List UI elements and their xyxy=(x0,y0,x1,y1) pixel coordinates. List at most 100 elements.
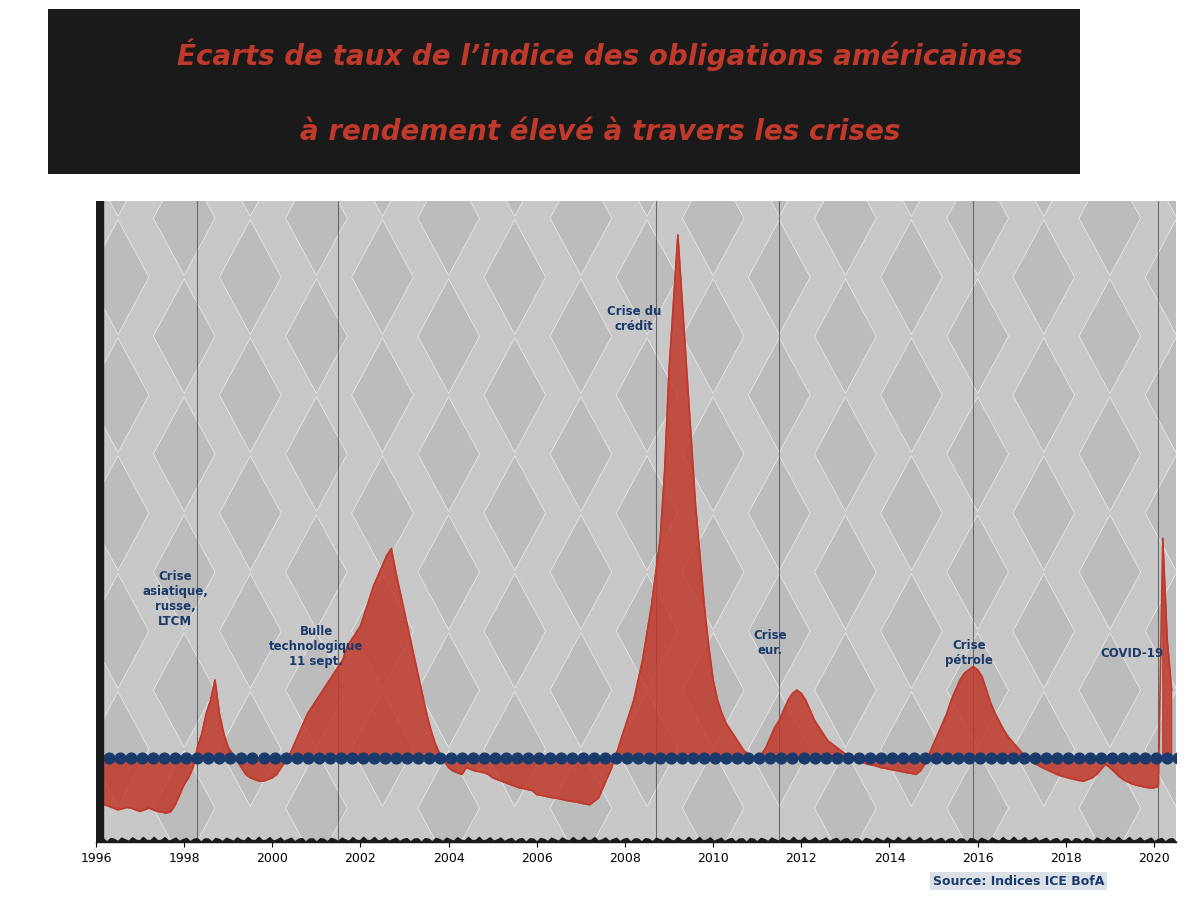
Polygon shape xyxy=(484,692,546,806)
Polygon shape xyxy=(815,161,876,275)
Point xyxy=(463,750,482,765)
Text: Écarts de taux de l’indice des obligations américaines: Écarts de taux de l’indice des obligatio… xyxy=(178,38,1022,71)
Point xyxy=(199,750,218,765)
Polygon shape xyxy=(881,338,942,452)
Point xyxy=(871,750,890,765)
Point xyxy=(331,750,350,765)
Point xyxy=(948,750,967,765)
Point xyxy=(794,750,814,765)
Polygon shape xyxy=(616,456,678,570)
Point xyxy=(442,750,461,765)
Point xyxy=(982,750,1001,765)
Polygon shape xyxy=(88,220,149,335)
Point xyxy=(276,750,295,765)
Polygon shape xyxy=(418,279,480,393)
Point xyxy=(716,750,736,765)
Polygon shape xyxy=(88,456,149,570)
Polygon shape xyxy=(154,397,215,511)
Point xyxy=(254,750,274,765)
Polygon shape xyxy=(286,279,347,393)
Point xyxy=(584,750,604,765)
Polygon shape xyxy=(1079,279,1141,393)
Polygon shape xyxy=(220,456,281,570)
Point xyxy=(992,750,1012,765)
Point xyxy=(761,750,780,765)
Point xyxy=(629,750,648,765)
Point xyxy=(750,750,769,765)
Point xyxy=(1114,750,1133,765)
Point xyxy=(739,750,758,765)
Polygon shape xyxy=(881,574,942,688)
Polygon shape xyxy=(683,751,744,866)
Polygon shape xyxy=(815,515,876,630)
Point xyxy=(916,750,935,765)
Polygon shape xyxy=(881,456,942,570)
Point xyxy=(661,750,680,765)
Point xyxy=(376,750,395,765)
Polygon shape xyxy=(220,102,281,217)
Point xyxy=(386,750,406,765)
Text: Crise du
crédit: Crise du crédit xyxy=(607,306,661,333)
Point xyxy=(1124,750,1144,765)
Polygon shape xyxy=(550,279,612,393)
Polygon shape xyxy=(616,692,678,806)
Polygon shape xyxy=(1079,161,1141,275)
Point xyxy=(893,750,912,765)
Point xyxy=(1048,750,1067,765)
Polygon shape xyxy=(88,574,149,688)
Polygon shape xyxy=(550,751,612,866)
Point xyxy=(684,750,703,765)
Point xyxy=(1003,750,1022,765)
Point xyxy=(232,750,251,765)
Point xyxy=(673,750,692,765)
Text: Source: Indices ICE BofA: Source: Indices ICE BofA xyxy=(932,875,1104,888)
Point xyxy=(155,750,174,765)
Polygon shape xyxy=(947,633,1008,748)
Polygon shape xyxy=(1079,515,1141,630)
Polygon shape xyxy=(88,102,149,217)
Point xyxy=(805,750,824,765)
Polygon shape xyxy=(1145,102,1200,217)
Point xyxy=(860,750,880,765)
Point xyxy=(431,750,450,765)
Polygon shape xyxy=(815,751,876,866)
Point xyxy=(606,750,625,765)
Polygon shape xyxy=(154,279,215,393)
Point xyxy=(221,750,240,765)
Point xyxy=(695,750,714,765)
Point xyxy=(727,750,746,765)
Point xyxy=(850,750,869,765)
Polygon shape xyxy=(550,397,612,511)
Polygon shape xyxy=(749,692,810,806)
Polygon shape xyxy=(1013,692,1075,806)
Point xyxy=(640,750,659,765)
Polygon shape xyxy=(1145,692,1200,806)
Bar xyxy=(48,9,1080,174)
Polygon shape xyxy=(1013,338,1075,452)
Point xyxy=(121,750,140,765)
Polygon shape xyxy=(1013,220,1075,335)
Point xyxy=(166,750,185,765)
Text: Crise
asiatique,
russe,
LTCM: Crise asiatique, russe, LTCM xyxy=(143,570,209,628)
Polygon shape xyxy=(286,633,347,748)
Text: Crise
eur.: Crise eur. xyxy=(754,629,787,657)
Point xyxy=(508,750,527,765)
Polygon shape xyxy=(550,161,612,275)
Polygon shape xyxy=(749,220,810,335)
Polygon shape xyxy=(1145,338,1200,452)
Point xyxy=(904,750,923,765)
Polygon shape xyxy=(815,397,876,511)
Point xyxy=(540,750,559,765)
Polygon shape xyxy=(88,338,149,452)
Polygon shape xyxy=(484,220,546,335)
Polygon shape xyxy=(154,633,215,748)
Polygon shape xyxy=(418,515,480,630)
Polygon shape xyxy=(352,692,413,806)
Polygon shape xyxy=(220,574,281,688)
Polygon shape xyxy=(683,397,744,511)
Point xyxy=(574,750,593,765)
Polygon shape xyxy=(484,574,546,688)
Polygon shape xyxy=(881,102,942,217)
Polygon shape xyxy=(881,692,942,806)
Polygon shape xyxy=(352,102,413,217)
